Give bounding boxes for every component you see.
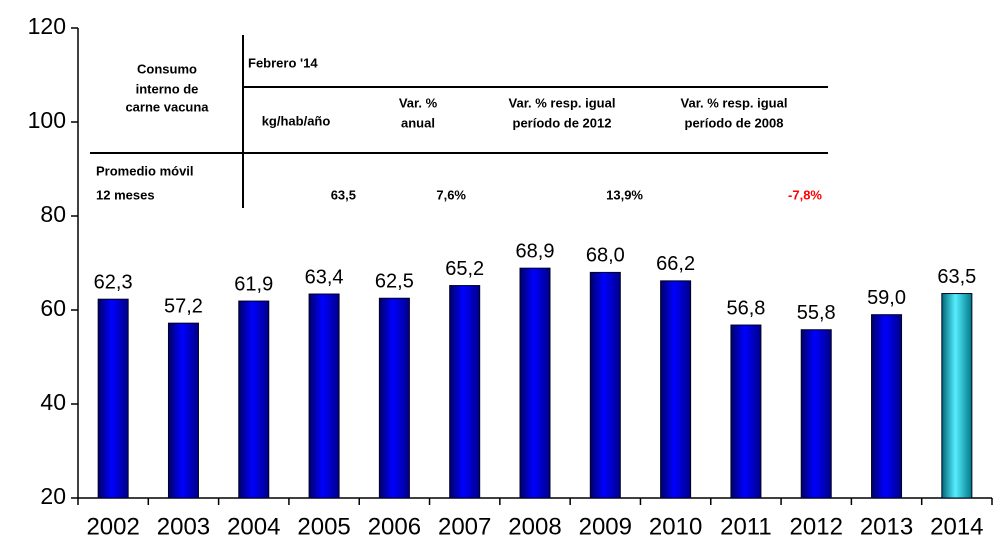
bar bbox=[941, 293, 973, 499]
table-lines bbox=[90, 35, 828, 208]
table-text: interno de bbox=[136, 81, 199, 96]
y-tick-label: 60 bbox=[40, 295, 66, 321]
bar bbox=[238, 300, 270, 499]
table-text: anual bbox=[401, 115, 435, 130]
x-tick-label: 2002 bbox=[86, 513, 139, 540]
table-text: 13,9% bbox=[606, 187, 643, 202]
x-tick-label: 2009 bbox=[579, 513, 632, 540]
value-label: 59,0 bbox=[867, 287, 906, 309]
table-text: Var. % bbox=[399, 95, 438, 110]
value-label: 63,5 bbox=[937, 266, 976, 288]
y-tick-label: 120 bbox=[28, 13, 66, 39]
x-tick-label: 2006 bbox=[368, 513, 421, 540]
value-label: 63,4 bbox=[305, 266, 344, 288]
table-text: Consumo bbox=[137, 61, 197, 76]
x-tick-label: 2008 bbox=[508, 513, 561, 540]
y-tick-label: 80 bbox=[40, 201, 66, 227]
x-tick-label: 2007 bbox=[438, 513, 491, 540]
table-text: 12 meses bbox=[96, 187, 155, 202]
x-tick-label: 2005 bbox=[297, 513, 350, 540]
table-text: Var. % resp. igual bbox=[681, 95, 788, 110]
value-label: 57,2 bbox=[164, 295, 203, 317]
bar bbox=[589, 271, 621, 499]
table-text: período de 2008 bbox=[685, 115, 784, 130]
bar bbox=[660, 280, 692, 499]
x-tick-label: 2014 bbox=[930, 513, 983, 540]
value-label: 66,2 bbox=[656, 253, 695, 275]
table-text: período de 2012 bbox=[513, 115, 612, 130]
table-text: Febrero '14 bbox=[248, 55, 318, 70]
bar bbox=[378, 297, 410, 499]
value-label: 62,5 bbox=[375, 271, 414, 293]
y-tick-label: 40 bbox=[40, 389, 66, 415]
table-text: carne vacuna bbox=[125, 99, 209, 114]
bar bbox=[800, 329, 832, 499]
value-label: 62,3 bbox=[94, 271, 133, 293]
y-tick-label: 20 bbox=[40, 483, 66, 509]
value-label: 61,9 bbox=[234, 273, 273, 295]
value-label: 65,2 bbox=[445, 258, 484, 280]
bar bbox=[167, 322, 199, 499]
bar bbox=[449, 285, 481, 499]
bar bbox=[308, 293, 340, 499]
y-tick-label: 100 bbox=[28, 107, 66, 133]
bar bbox=[730, 324, 762, 499]
bar bbox=[97, 298, 129, 499]
table-text: -7,8% bbox=[788, 187, 822, 202]
x-tick-label: 2013 bbox=[860, 513, 913, 540]
value-label: 68,0 bbox=[586, 245, 625, 267]
table-text: 63,5 bbox=[331, 187, 356, 202]
value-label: 56,8 bbox=[726, 297, 765, 319]
value-label: 55,8 bbox=[797, 302, 836, 324]
x-tick-label: 2003 bbox=[157, 513, 210, 540]
table-text: kg/hab/año bbox=[262, 113, 331, 128]
x-tick-label: 2011 bbox=[720, 513, 772, 540]
table-text: Var. % resp. igual bbox=[509, 95, 616, 110]
x-tick-label: 2010 bbox=[649, 513, 702, 540]
value-label: 68,9 bbox=[516, 240, 555, 262]
table-text: 7,6% bbox=[436, 187, 466, 202]
table-text: Promedio móvil bbox=[96, 163, 194, 178]
bar bbox=[871, 314, 903, 499]
x-tick-label: 2004 bbox=[227, 513, 280, 540]
bar bbox=[519, 267, 551, 499]
x-tick-label: 2012 bbox=[790, 513, 843, 540]
